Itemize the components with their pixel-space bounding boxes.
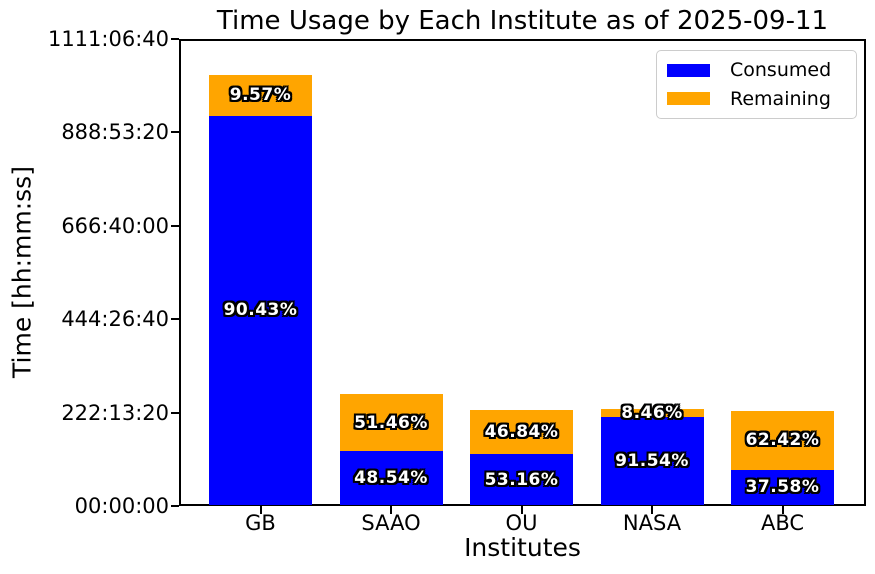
bar-label-remaining-nasa: 8.46% [621, 403, 683, 424]
bar-segment-consumed-abc: 37.58% [731, 469, 834, 505]
bar-label-remaining-saao: 51.46% [354, 412, 428, 433]
y-tick-label: 444:26:40 [61, 307, 169, 332]
bar-segment-remaining-saao: 51.46% [339, 393, 443, 452]
y-tick-mark [171, 224, 179, 227]
x-tick-label-gb: GB [245, 511, 276, 535]
x-tick-label-abc: ABC [760, 511, 805, 535]
x-tick-label-nasa: NASA [622, 511, 682, 535]
bar-label-consumed-ou: 53.16% [484, 469, 559, 490]
bar-nasa: 8.46% 91.54% [600, 403, 704, 505]
x-tick-mark-saao [390, 506, 392, 514]
y-tick-label: 00:00:00 [74, 494, 169, 518]
y-tick-mark [171, 38, 179, 40]
bar-segment-consumed-nasa: 91.54% [600, 417, 704, 505]
x-tick-mark-nasa [651, 506, 653, 514]
legend-entry-consumed: Consumed [667, 59, 846, 81]
y-tick-mark [171, 411, 179, 414]
bar-ou: 46.84% 53.16% [470, 409, 573, 505]
bar-label-consumed-nasa: 91.54% [615, 451, 689, 472]
bar-label-consumed-saao: 48.54% [354, 468, 428, 489]
bar-segment-consumed-saao: 48.54% [339, 451, 443, 505]
bar-label-remaining-ou: 46.84% [484, 422, 559, 443]
x-tick-mark-gb [259, 506, 262, 514]
bar-label-remaining-gb: 9.57% [229, 85, 292, 106]
chart-title: Time Usage by Each Institute as of 2025-… [216, 6, 829, 36]
y-axis-label: Time [hh:mm:ss] [7, 166, 37, 378]
x-tick-mark-abc [781, 506, 784, 514]
x-tick-label-saao: SAAO [361, 511, 421, 535]
x-axis-label: Institutes [464, 533, 581, 562]
bar-label-consumed-abc: 37.58% [745, 477, 820, 498]
legend: Consumed Remaining [656, 50, 857, 119]
y-tick-label: 1111:06:40 [47, 27, 169, 51]
y-tick-mark [171, 318, 179, 321]
legend-label-consumed: Consumed [730, 59, 832, 82]
y-tick-mark [171, 505, 179, 507]
bar-segment-consumed-ou: 53.16% [470, 454, 573, 505]
y-tick-label: 888:53:20 [61, 120, 169, 145]
legend-label-remaining: Remaining [730, 87, 831, 110]
legend-entry-remaining: Remaining [667, 88, 846, 110]
bar-segment-remaining-ou: 46.84% [470, 409, 573, 455]
bar-label-consumed-gb: 90.43% [223, 300, 298, 321]
bar-segment-remaining-nasa: 8.46% [600, 403, 704, 423]
y-tick-label: 666:40:00 [61, 213, 169, 238]
bar-label-remaining-abc: 62.42% [745, 430, 820, 451]
bar-segment-consumed-gb: 90.43% [209, 115, 312, 505]
y-tick-mark [171, 131, 179, 134]
y-tick-label: 222:13:20 [61, 400, 169, 425]
bar-segment-remaining-abc: 62.42% [731, 411, 834, 470]
consumed-swatch-icon [667, 63, 710, 77]
bar-gb: 9.57% 90.43% [209, 74, 312, 505]
x-tick-label-ou: OU [505, 511, 538, 535]
bar-segment-remaining-gb: 9.57% [209, 74, 312, 116]
remaining-swatch-icon [667, 92, 710, 106]
bar-abc: 62.42% 37.58% [731, 411, 834, 505]
bar-saao: 51.46% 48.54% [339, 393, 443, 505]
x-tick-mark-ou [520, 506, 523, 514]
